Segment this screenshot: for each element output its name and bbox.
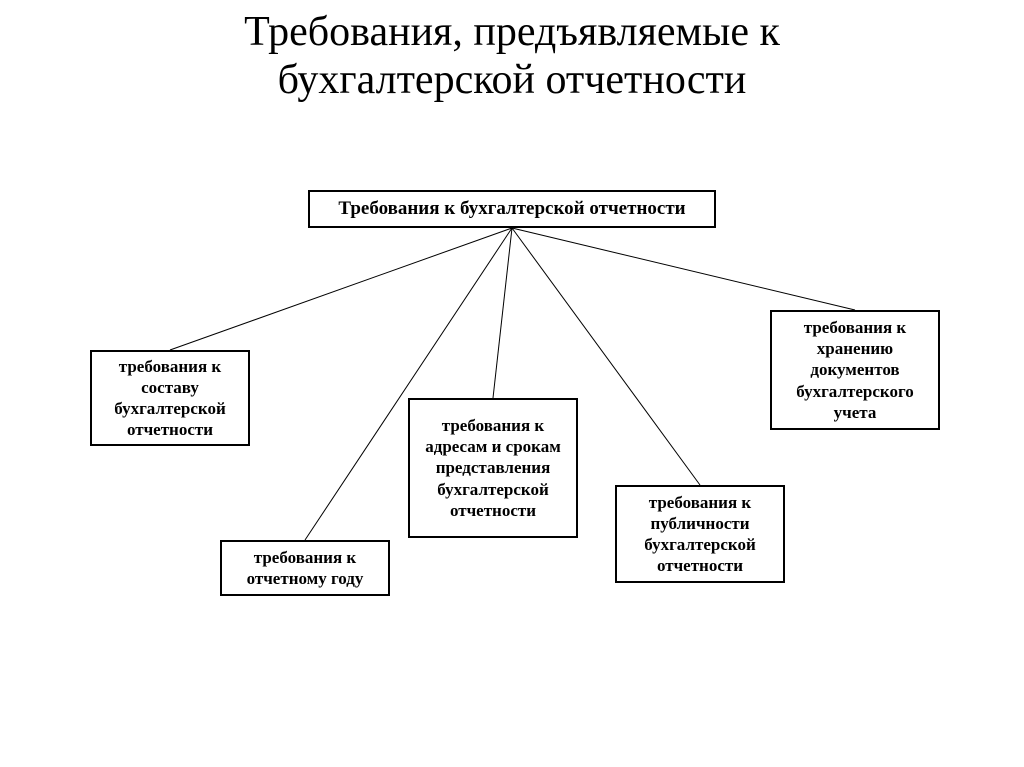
page-title: Требования, предъявляемые к бухгалтерско… bbox=[0, 0, 1024, 105]
diagram-canvas: Требования к бухгалтерской отчетности тре… bbox=[0, 180, 1024, 740]
edge-n3 bbox=[493, 228, 512, 398]
diagram-node-n5: требования к хранению документов бухгалт… bbox=[770, 310, 940, 430]
diagram-node-n2: требования к отчетному году bbox=[220, 540, 390, 596]
edge-n5 bbox=[512, 228, 855, 310]
diagram-node-root: Требования к бухгалтерской отчетности bbox=[308, 190, 716, 228]
title-line-1: Требования, предъявляемые к bbox=[244, 9, 780, 55]
diagram-node-n3: требования к адресам и срокам представле… bbox=[408, 398, 578, 538]
diagram-node-n4: требования к публичности бухгалтерской о… bbox=[615, 485, 785, 583]
title-line-2: бухгалтерской отчетности bbox=[278, 57, 747, 103]
edge-n1 bbox=[170, 228, 512, 350]
diagram-node-n1: требования к составу бухгалтерской отчет… bbox=[90, 350, 250, 446]
